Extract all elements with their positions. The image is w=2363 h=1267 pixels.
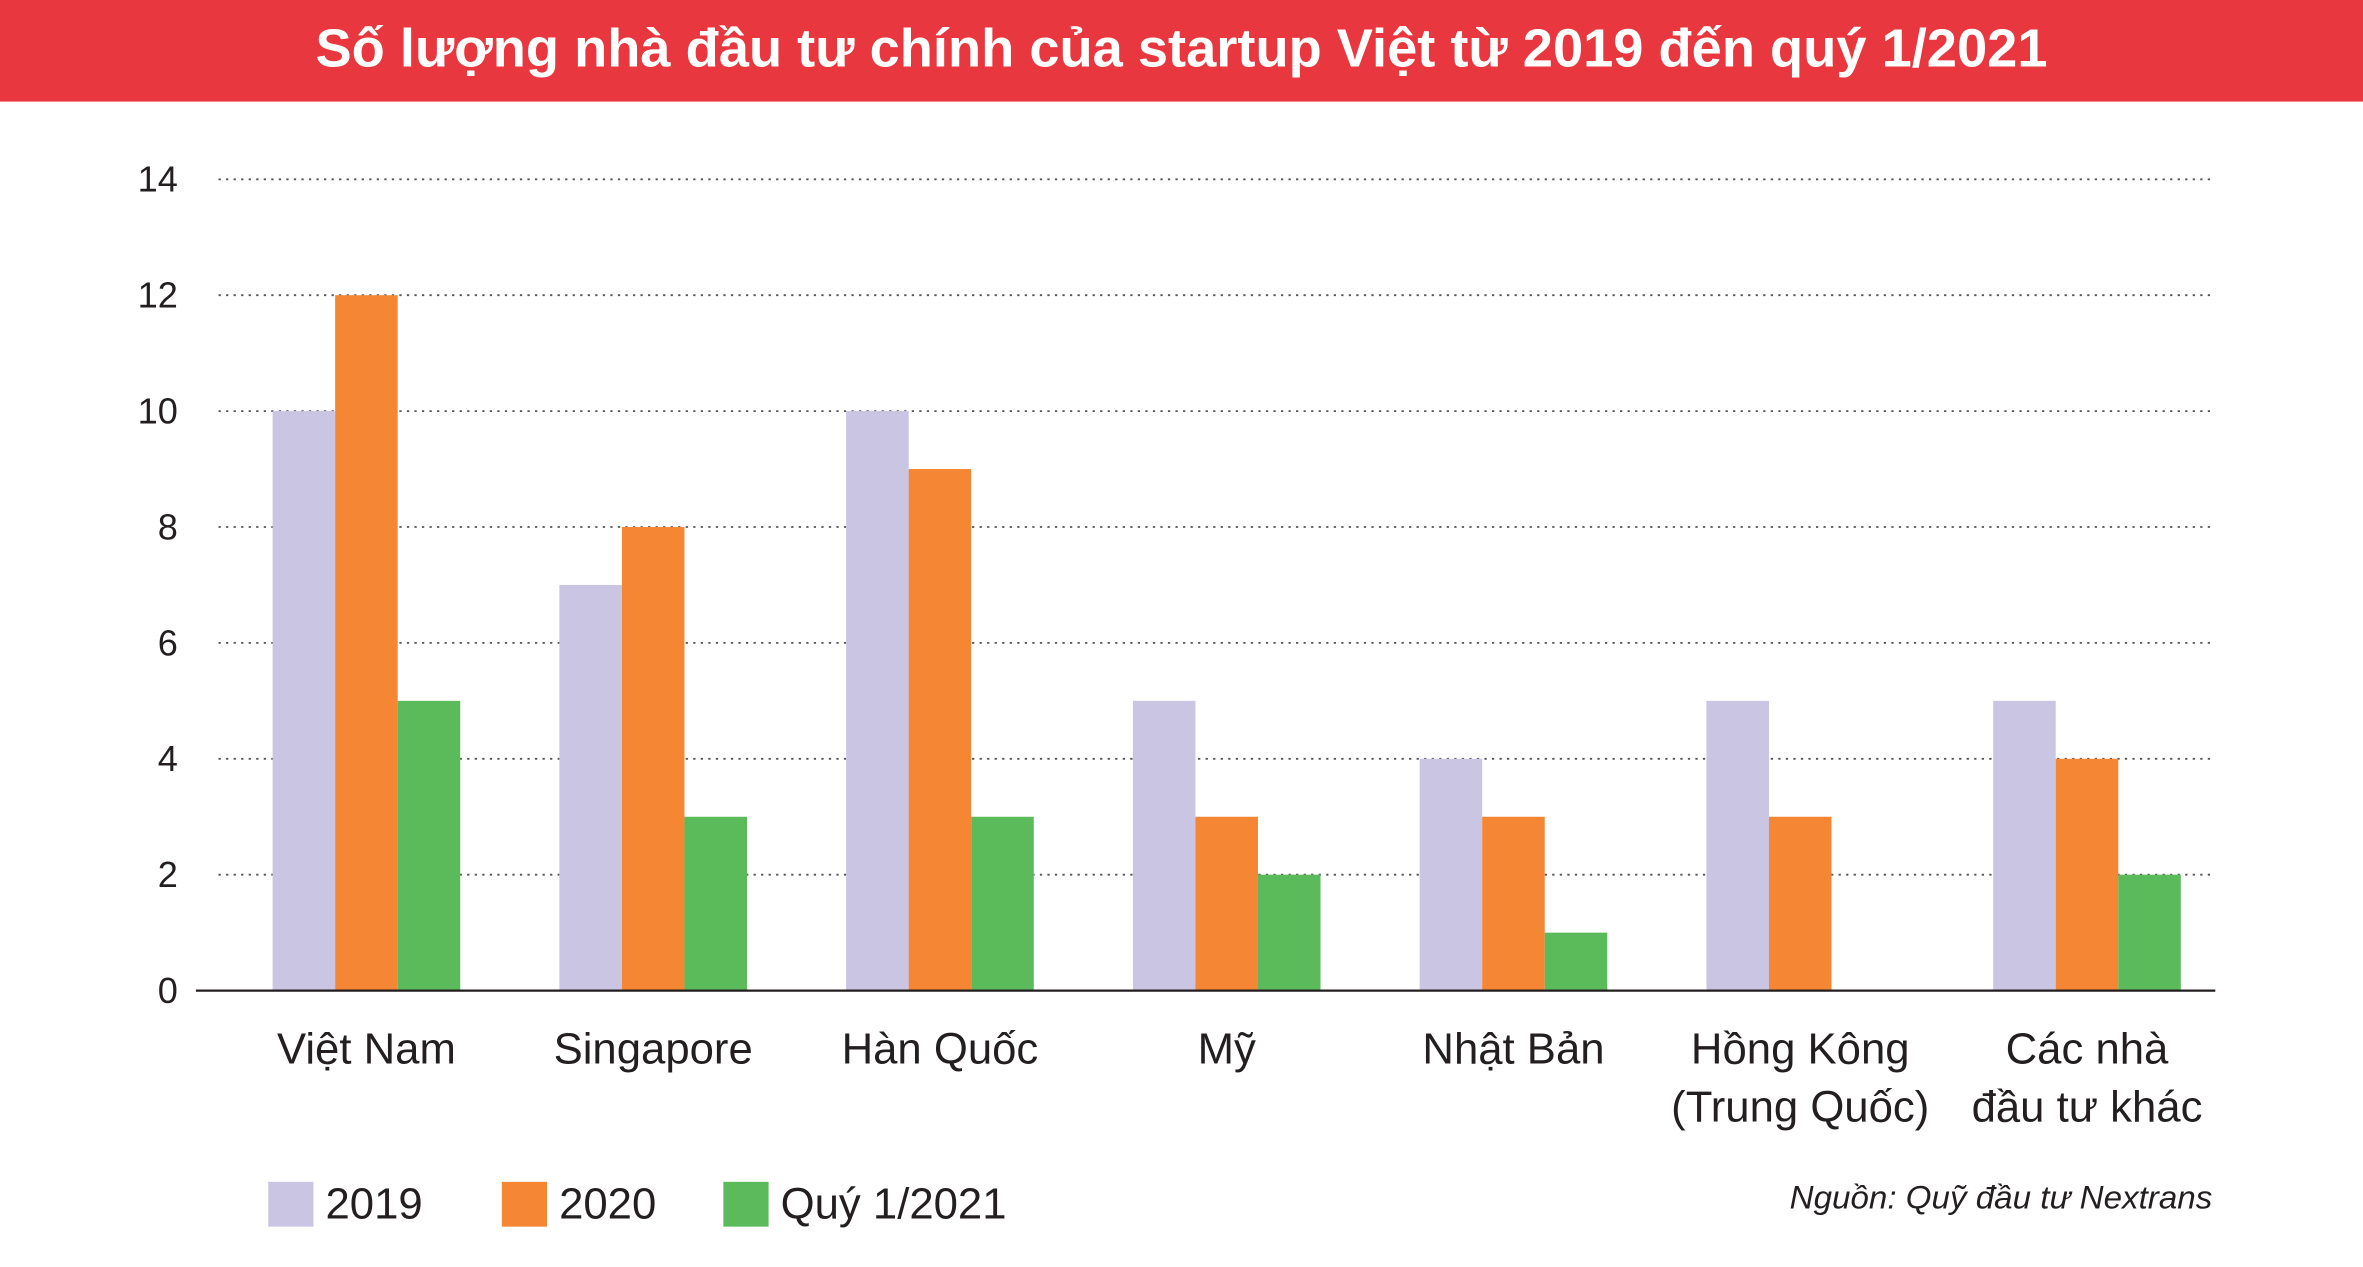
bar [1544,932,1608,991]
bar [621,526,685,991]
x-tick-label: đầu tư khác [1972,1084,2203,1132]
bar [1706,700,1769,991]
x-tick-label: Singapore [554,1025,753,1073]
bar [397,700,461,991]
legend-label: 2019 [326,1181,423,1229]
legend-label: Quý 1/2021 [781,1181,1007,1229]
source-note: Nguồn: Quỹ đầu tư Nextrans [1790,1179,2213,1216]
bar [908,469,972,991]
y-tick-label: 10 [138,391,178,432]
x-tick-label: Hồng Kông [1691,1025,1910,1073]
bar [1768,816,1832,991]
x-tick-label: (Trung Quốc) [1671,1084,1929,1132]
legend-swatch [723,1181,769,1227]
bar [1257,874,1321,991]
bar [971,816,1034,991]
chart-title: Số lượng nhà đầu tư chính của startup Vi… [315,19,2047,79]
bar [1993,700,2056,991]
legend-label: 2020 [559,1181,656,1229]
x-tick-label: Mỹ [1198,1025,1256,1073]
legend-swatch [501,1181,548,1227]
y-tick-label: 12 [138,275,178,316]
y-tick-label: 14 [138,159,178,200]
x-tick-label: Nhật Bản [1422,1025,1604,1073]
y-tick-label: 6 [158,622,178,663]
x-tick-label: Các nhà [2006,1025,2170,1073]
bar [2055,758,2119,991]
title-bar [0,0,2363,102]
legend-swatch [268,1181,314,1227]
bar [559,584,622,991]
bar [1482,816,1545,991]
y-tick-label: 8 [158,507,178,548]
x-tick-label: Việt Nam [277,1025,456,1073]
bar [1195,816,1258,991]
y-tick-label: 0 [158,970,178,1011]
bar [2118,874,2181,991]
y-tick-label: 2 [158,854,178,895]
bar [846,411,909,991]
x-tick-label: Hàn Quốc [842,1025,1039,1073]
bar [1132,700,1196,991]
bar [272,411,336,991]
y-tick-label: 4 [158,738,178,779]
bar [684,816,747,991]
bar [1419,758,1483,991]
bar [335,295,398,991]
